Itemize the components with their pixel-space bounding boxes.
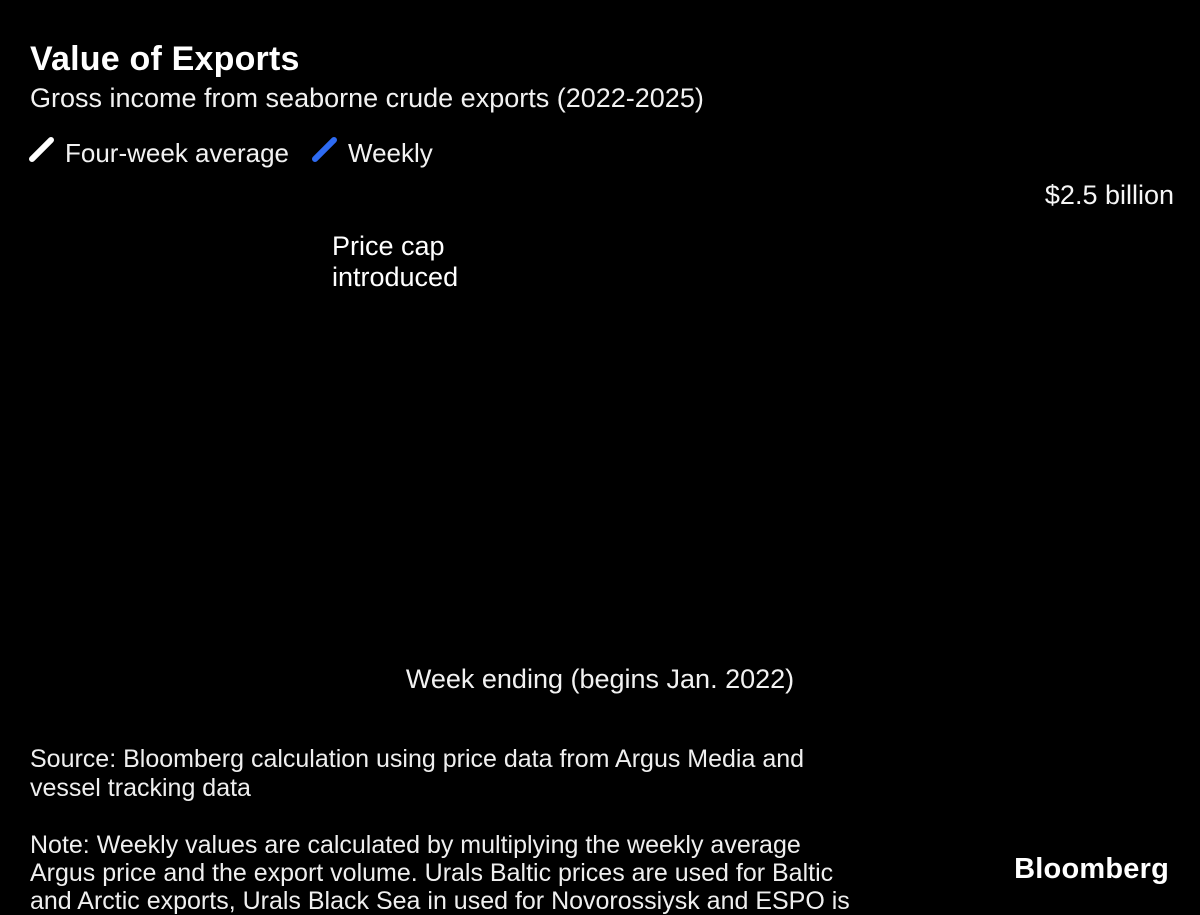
legend-label-weekly: Weekly <box>348 137 433 168</box>
source-text: Source: Bloomberg calculation using pric… <box>30 745 805 802</box>
y-axis-unit-label: $2.5 billion <box>1044 180 1174 210</box>
line-swatch-white-icon <box>28 136 55 170</box>
legend-item-average: Four-week average <box>28 136 289 170</box>
note-text: Note: Weekly values are calculated by mu… <box>30 830 850 915</box>
x-axis-title: Week ending (begins Jan. 2022) <box>405 664 795 694</box>
source-and-note: Source: Bloomberg calculation using pric… <box>30 717 850 915</box>
price-cap-annotation: Price cap introduced <box>332 231 459 292</box>
legend: Four-week average Weekly <box>28 136 433 170</box>
chart-subtitle: Gross income from seaborne crude exports… <box>30 83 704 113</box>
bloomberg-logo: Bloomberg <box>1014 853 1169 885</box>
legend-item-weekly: Weekly <box>311 136 433 170</box>
page-title: Value of Exports <box>30 40 300 78</box>
legend-label-average: Four-week average <box>65 137 289 168</box>
line-swatch-blue-icon <box>311 136 338 170</box>
